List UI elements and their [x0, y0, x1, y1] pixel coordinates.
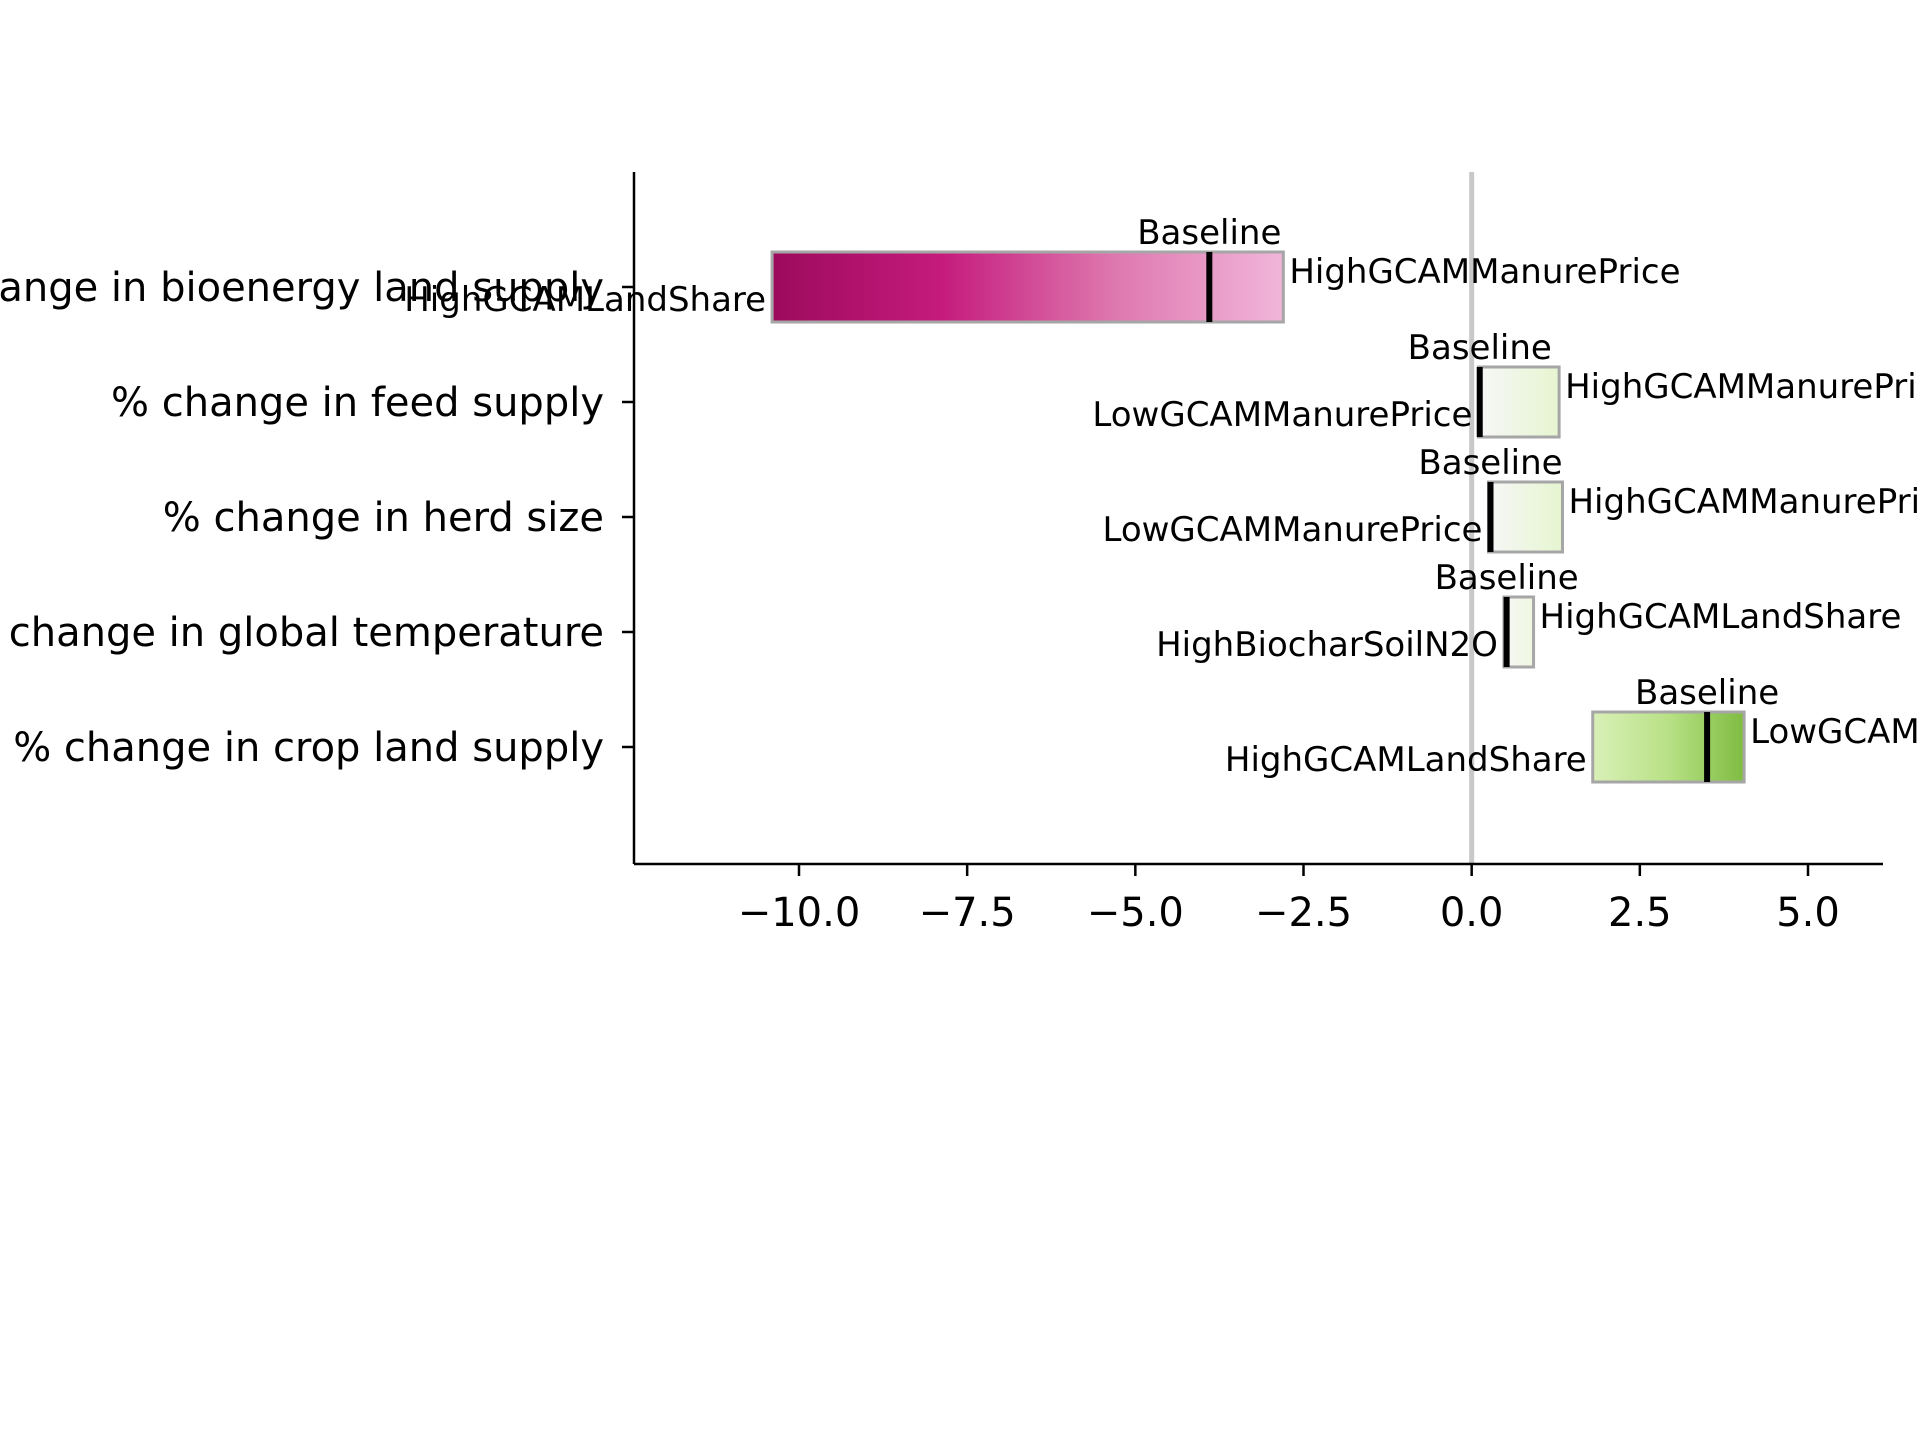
high-scenario-label: HighGCAMLandShare [1540, 597, 1902, 637]
bar-row-4: Baseline HighBiocharSoilN2O HighGCAMLandSh… [0, 558, 1902, 669]
x-tick-label: −5.0 [1087, 890, 1184, 936]
range-bar [1591, 710, 1746, 784]
plot-area: BaselineHighGCAMLandShareHighGCAMManureP… [0, 172, 1920, 936]
high-scenario-label: HighGCAMManurePri [1568, 482, 1920, 522]
x-tick-label: 5.0 [1776, 890, 1840, 936]
x-tick-label: −7.5 [919, 890, 1016, 936]
bar-row-1: Baseline HighGCAMLandShare HighGCAMManureP… [0, 213, 1681, 324]
x-tick-label: −2.5 [1255, 890, 1352, 936]
bar-row-2: Baseline LowGCAMManurePrice HighGCAMManure… [111, 328, 1917, 439]
category-label: % change in feed supply [111, 380, 604, 426]
baseline-label: Baseline [1408, 328, 1552, 368]
bar-row-3: Baseline LowGCAMManurePrice HighGCAMManure… [163, 443, 1920, 554]
low-scenario-label: LowGCAMManurePrice [1092, 395, 1472, 435]
category-label: % change in bioenergy land supply [0, 265, 604, 311]
category-label: % change in global temperature [0, 610, 604, 656]
low-scenario-label: HighBiocharSoilN2O [1156, 625, 1498, 665]
range-bar [1486, 480, 1564, 554]
range-bar [770, 250, 1285, 324]
x-tick-label: 2.5 [1608, 890, 1672, 936]
range-bar [1476, 365, 1561, 439]
x-tick-label: −10.0 [738, 890, 861, 936]
category-label: % change in herd size [163, 495, 604, 541]
bar-row-5: Baseline HighGCAMLandShare LowGCAM % change… [13, 673, 1920, 784]
category-label: % change in crop land supply [13, 725, 604, 771]
high-scenario-label: HighGCAMManurePrice [1289, 252, 1680, 292]
high-scenario-label: LowGCAM [1750, 712, 1920, 752]
baseline-label: Baseline [1435, 558, 1579, 598]
x-tick-label: 0.0 [1440, 890, 1504, 936]
low-scenario-label: HighGCAMLandShare [404, 280, 766, 320]
baseline-label: Baseline [1635, 673, 1779, 713]
high-scenario-label: HighGCAMManurePri [1565, 367, 1917, 407]
low-scenario-label: LowGCAMManurePrice [1102, 510, 1482, 550]
baseline-label: Baseline [1418, 443, 1562, 483]
baseline-label: Baseline [1137, 213, 1281, 253]
low-scenario-label: HighGCAMLandShare [1225, 740, 1587, 780]
